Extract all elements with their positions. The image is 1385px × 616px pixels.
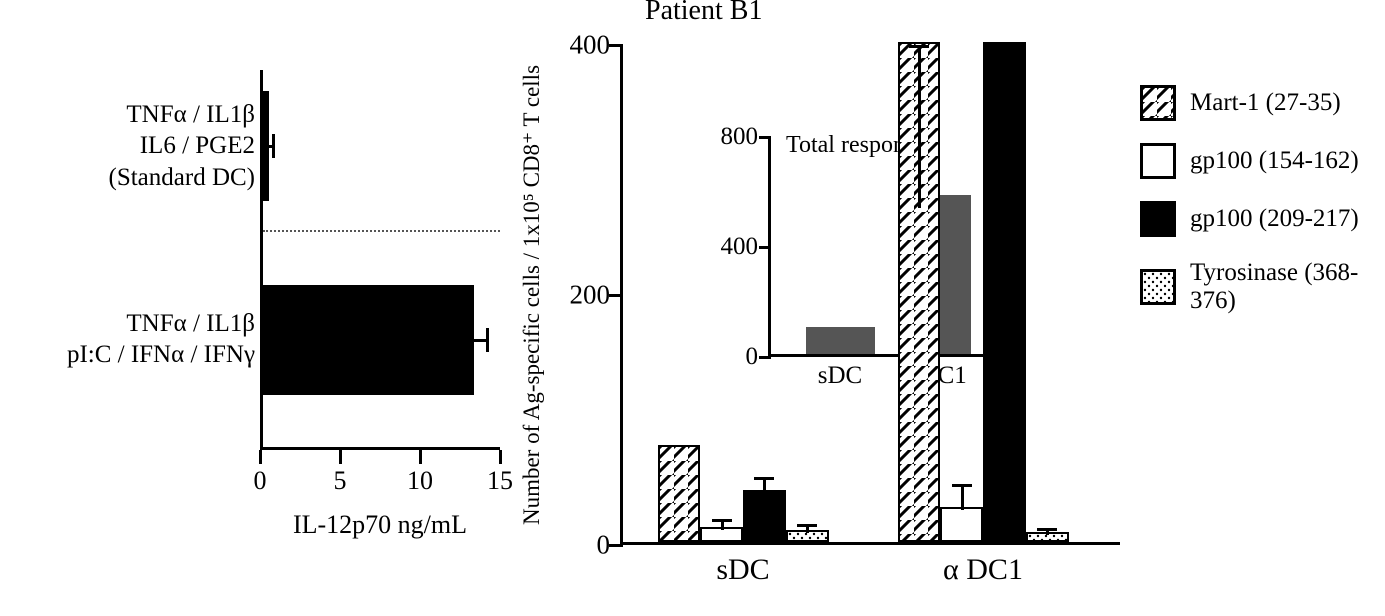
vbar-α DC1-2 <box>983 42 1026 542</box>
inset-ytick-label: 800 <box>721 123 759 151</box>
hbar-label-1: TNFα / IL1βpI:C / IFNα / IFNγ <box>15 308 255 371</box>
y-tick <box>609 544 623 547</box>
legend-text-0: Mart-1 (27-35) <box>1190 89 1341 117</box>
legend-row-3: Tyrosinase (368-376) <box>1140 259 1380 315</box>
x-tick <box>339 450 342 464</box>
group-label-0: sDC <box>673 553 813 587</box>
legend-text-3: Tyrosinase (368-376) <box>1190 259 1380 315</box>
vbar-err-cap <box>952 484 972 487</box>
x-tick <box>499 450 502 464</box>
legend-row-0: Mart-1 (27-35) <box>1140 85 1380 121</box>
x-tick <box>259 450 262 464</box>
x-tick-label: 15 <box>487 466 513 496</box>
legend: Mart-1 (27-35) gp100 (154-162) gp100 (209-… <box>1140 85 1380 337</box>
inset-ytick-label: 0 <box>746 343 759 371</box>
hbar-label-0: TNFα / IL1βIL6 / PGE2(Standard DC) <box>15 99 255 193</box>
vbar-err-stem <box>961 485 964 510</box>
left-x-ticks: 051015 <box>260 450 500 510</box>
left-separator <box>263 230 500 232</box>
right-y-axis-title: Number of Ag-specific cells / 1x10⁵ CD8⁺… <box>519 45 545 545</box>
right-plot-area: Total responses 0400800sDCαDC1 0200400sD… <box>620 45 1120 545</box>
hbar-1 <box>263 285 474 395</box>
y-tick-label: 400 <box>570 30 611 61</box>
inset-bar-0 <box>806 327 875 355</box>
legend-text-2: gp100 (209-217) <box>1190 205 1359 233</box>
left-x-axis-title: IL-12p70 ng/mL <box>260 510 500 540</box>
vbar-err-cap <box>994 45 1014 48</box>
inset-ytick <box>759 246 771 249</box>
inset-plot: Total responses 0400800sDCαDC1 <box>768 137 998 357</box>
vbar-err-stem <box>918 45 921 208</box>
inset-ytick-label: 400 <box>721 233 759 261</box>
vbar-err-stem <box>763 478 766 493</box>
y-tick-label: 200 <box>570 280 611 311</box>
vbar-err-cap <box>909 45 929 48</box>
right-chart: Number of Ag-specific cells / 1x10⁵ CD8⁺… <box>560 0 1380 615</box>
x-tick-label: 10 <box>407 466 433 496</box>
group-label-1: α DC1 <box>913 553 1053 587</box>
legend-swatch-1 <box>1140 143 1176 179</box>
x-tick-label: 0 <box>254 466 267 496</box>
vbar-err-cap <box>754 477 774 480</box>
legend-row-1: gp100 (154-162) <box>1140 143 1380 179</box>
left-plot-area <box>260 70 500 450</box>
vbar-sDC-2 <box>743 490 786 543</box>
vbar-sDC-0 <box>658 445 701 543</box>
right-plot-title: Patient B1 <box>645 0 762 27</box>
legend-text-1: gp100 (154-162) <box>1190 147 1359 175</box>
x-tick <box>419 450 422 464</box>
y-tick <box>609 294 623 297</box>
legend-swatch-0 <box>1140 85 1176 121</box>
x-tick-label: 5 <box>334 466 347 496</box>
left-chart: 051015 IL-12p70 ng/mL TNFα / IL1βIL6 / P… <box>40 60 510 560</box>
vbar-err-cap <box>797 524 817 527</box>
vbar-err-cap <box>712 519 732 522</box>
vbar-err-cap <box>1037 528 1057 531</box>
legend-swatch-2 <box>1140 201 1176 237</box>
figure-container: 0 5 10 15 IL-12p70 ng/mL TNFα / IL1βIL6 / P… <box>0 0 1385 616</box>
y-tick-label: 0 <box>597 530 611 561</box>
legend-row-2: gp100 (209-217) <box>1140 201 1380 237</box>
y-tick <box>609 44 623 47</box>
legend-swatch-3 <box>1140 269 1176 305</box>
inset-ytick <box>759 136 771 139</box>
vbar-α DC1-1 <box>940 507 983 542</box>
inset-ytick <box>759 356 771 359</box>
inset-cat-0: sDC <box>790 362 890 390</box>
